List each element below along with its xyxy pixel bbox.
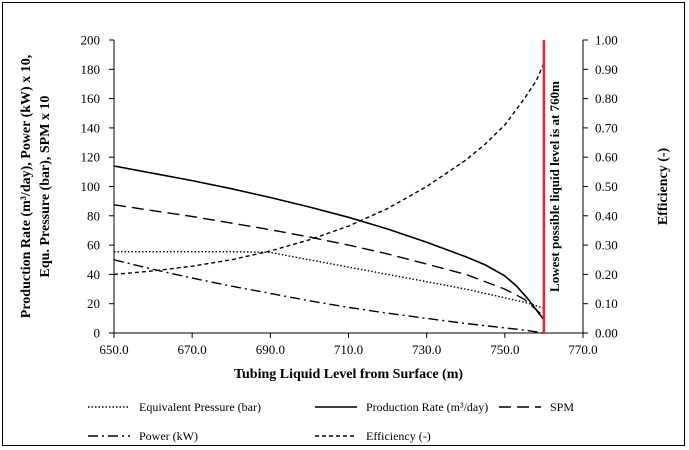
y-right-tick-label: 0.30	[595, 238, 618, 253]
series-line-3	[113, 259, 545, 334]
y-right-tick-label: 0.20	[595, 267, 618, 282]
legend-label-0: Equivalent Pressure (bar)	[139, 400, 261, 414]
y-axis-left-title-line-1: Production Rate (m³/day), Power (kW) x 1…	[19, 55, 34, 318]
y-right-tick-label: 0.60	[595, 150, 618, 165]
y-left-tick-label: 40	[87, 267, 100, 282]
x-axis-title: Tubing Liquid Level from Surface (m)	[234, 367, 463, 382]
x-tick-label: 770.0	[568, 342, 597, 357]
series-line-4	[113, 63, 545, 276]
x-tick-label: 750.0	[490, 342, 519, 357]
x-tick-label: 650.0	[99, 342, 128, 357]
legend-label-3: Power (kW)	[139, 429, 198, 443]
x-tick-label: 670.0	[178, 342, 207, 357]
chart-frame	[2, 2, 685, 446]
y-left-tick-label: 60	[87, 238, 100, 253]
y-left-tick-label: 140	[81, 120, 101, 135]
y-left-tick-label: 180	[81, 62, 101, 77]
y-axis-right-title: Efficiency (-)	[656, 147, 671, 225]
y-right-tick-label: 1.00	[595, 33, 618, 48]
legend-label-1: Production Rate (m³/day)	[366, 400, 488, 414]
y-left-tick-label: 80	[87, 208, 100, 223]
legend-label-2: SPM	[550, 400, 574, 414]
y-axis-left-title-line-2: Equ. Pressure (bar), SPM x 10	[38, 96, 53, 278]
y-right-tick-label: 0.00	[595, 326, 618, 341]
y-right-tick-label: 0.70	[595, 120, 618, 135]
x-tick-label: 730.0	[412, 342, 441, 357]
series-line-1	[113, 165, 545, 321]
x-tick-label: 710.0	[334, 342, 363, 357]
y-right-tick-label: 0.10	[595, 296, 618, 311]
y-right-tick-label: 0.40	[595, 208, 618, 223]
y-left-tick-label: 0	[94, 326, 101, 341]
y-right-tick-label: 0.90	[595, 62, 618, 77]
series-line-2	[113, 204, 545, 318]
y-right-tick-label: 0.80	[595, 91, 618, 106]
x-tick-label: 690.0	[256, 342, 285, 357]
y-right-tick-label: 0.50	[595, 179, 618, 194]
y-left-tick-label: 160	[81, 91, 101, 106]
y-left-tick-label: 200	[81, 33, 101, 48]
legend-label-4: Efficiency (-)	[366, 429, 431, 443]
y-left-tick-label: 100	[81, 179, 101, 194]
y-left-tick-label: 120	[81, 150, 101, 165]
y-left-tick-label: 20	[87, 296, 100, 311]
series-line-0	[114, 251, 545, 309]
limit-annotation: Lowest possible liquid level is at 760m	[547, 81, 562, 292]
